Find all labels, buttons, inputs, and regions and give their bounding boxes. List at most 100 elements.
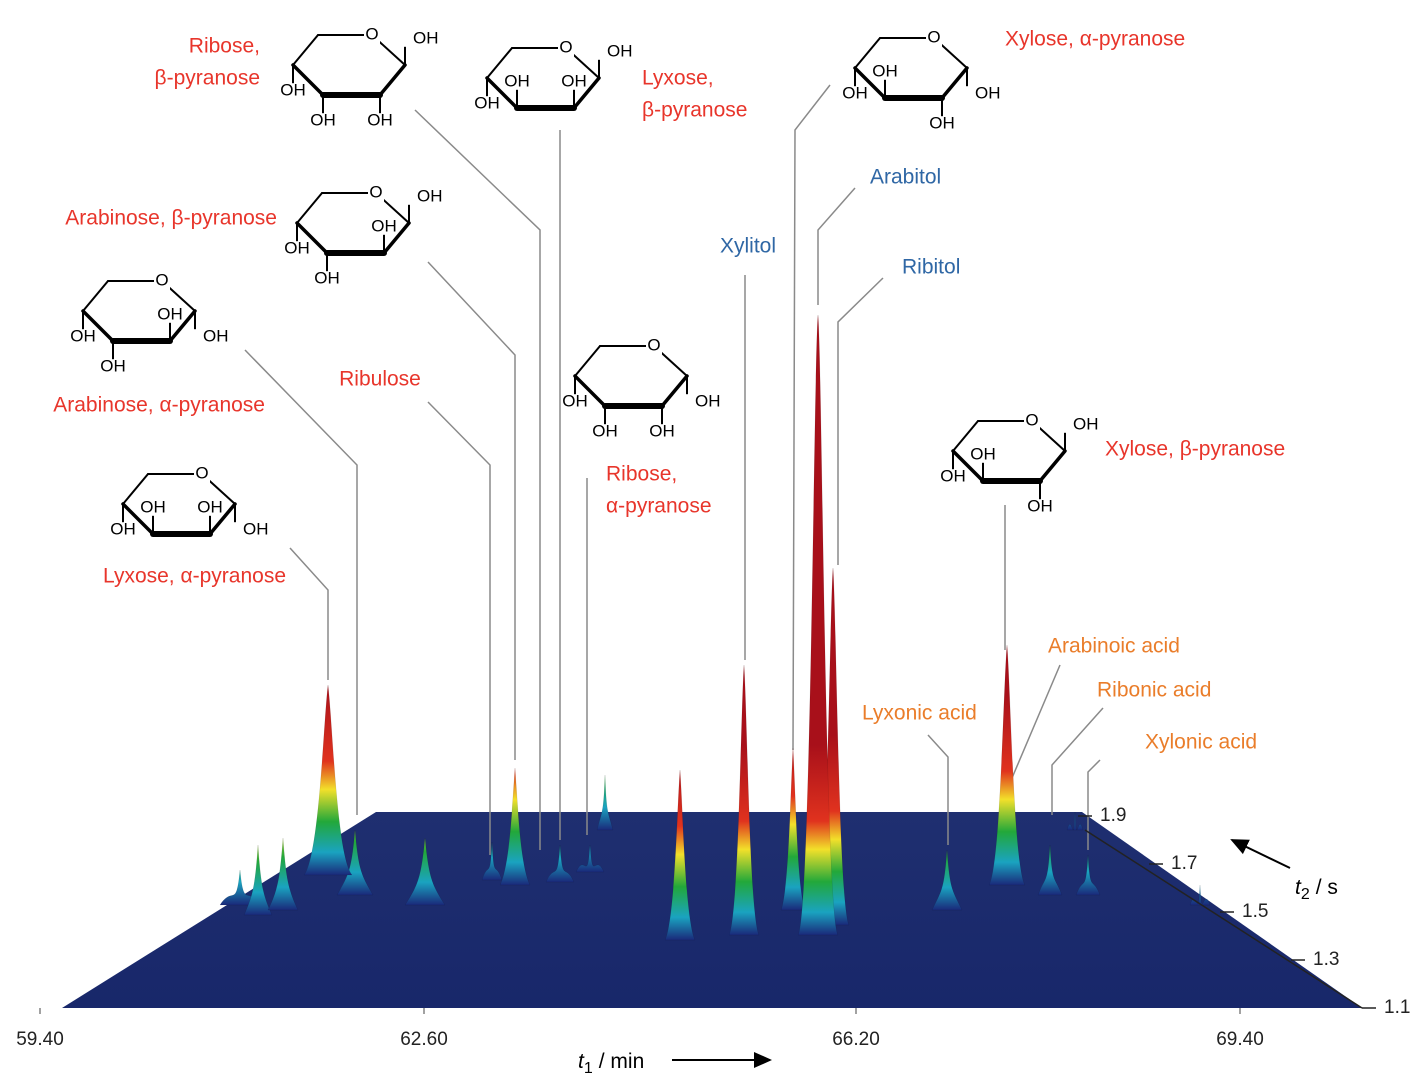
- substituent: OH: [314, 268, 340, 287]
- annotation: Ribitol: [902, 256, 960, 279]
- substituent: OH: [562, 391, 588, 410]
- substituent: OH: [203, 326, 229, 345]
- substituent: OH: [592, 421, 618, 440]
- bond: [121, 502, 155, 536]
- annotation: β-pyranose: [155, 67, 260, 90]
- annotation: Arabinose, β-pyranose: [65, 207, 277, 230]
- annotation: Xylose, α-pyranose: [1005, 28, 1185, 51]
- annotation: Ribose,: [189, 35, 260, 58]
- annotation: β-pyranose: [642, 99, 747, 122]
- annotation: Xylitol: [720, 235, 776, 258]
- peak: [1075, 854, 1101, 896]
- bond: [208, 502, 237, 536]
- substituent: OH: [371, 216, 397, 235]
- substituent: OH: [140, 497, 166, 516]
- substituent: OH: [243, 519, 269, 538]
- annotation: Xylonic acid: [1145, 731, 1257, 754]
- bond: [574, 345, 601, 377]
- atom-mask: [646, 336, 662, 356]
- bond: [940, 66, 969, 100]
- peak: [481, 841, 503, 881]
- leader-line: [1011, 664, 1061, 779]
- atom-mask: [364, 25, 380, 45]
- leader-line: [427, 401, 491, 855]
- x-tick-label: 62.60: [400, 1029, 448, 1050]
- substituent: OH: [940, 466, 966, 485]
- bond: [853, 66, 887, 100]
- peak: [336, 829, 374, 896]
- bond: [660, 374, 689, 408]
- annotation: Arabitol: [870, 166, 941, 189]
- bond: [122, 473, 149, 505]
- peak: [267, 837, 299, 911]
- bond: [291, 63, 325, 97]
- substituent: OH: [842, 83, 868, 102]
- annotation: Lyxonic acid: [862, 702, 977, 725]
- substituent: OH: [649, 421, 675, 440]
- t2-arrow: [1230, 839, 1291, 869]
- bond: [82, 280, 109, 312]
- bond: [295, 221, 329, 255]
- ring-atom: O: [1025, 410, 1038, 429]
- substituent: OH: [417, 186, 443, 205]
- substituent: OH: [367, 110, 393, 129]
- substituent: OH: [413, 28, 439, 47]
- bond: [292, 34, 319, 66]
- substituent: OH: [197, 497, 223, 516]
- bond: [378, 63, 407, 97]
- peak: [404, 837, 446, 906]
- substituent: OH: [872, 61, 898, 80]
- peak: [243, 844, 273, 916]
- bond: [485, 76, 519, 110]
- peak: [499, 767, 531, 886]
- substituent: OH: [157, 304, 183, 323]
- annotation: Ribulose: [339, 368, 421, 391]
- annotation: Lyxose, α-pyranose: [103, 565, 286, 588]
- substituent: OH: [975, 83, 1001, 102]
- peak: [931, 849, 963, 911]
- annotation: α-pyranose: [606, 495, 712, 518]
- substituent: OH: [310, 110, 336, 129]
- peak: [664, 769, 696, 941]
- peak: [596, 774, 614, 831]
- substituent: OH: [504, 71, 530, 90]
- x-axis-label: t1/ min: [578, 1050, 644, 1078]
- ring-atom: O: [369, 182, 382, 201]
- bond: [296, 192, 323, 224]
- substituent: OH: [110, 519, 136, 538]
- peak: [1037, 844, 1063, 896]
- substituent: OH: [561, 71, 587, 90]
- bond: [1038, 449, 1067, 483]
- annotation: Ribonic acid: [1097, 679, 1211, 702]
- ring-atom: O: [927, 27, 940, 46]
- peak: [303, 684, 353, 876]
- leader-line: [1087, 759, 1101, 850]
- substituent: OH: [100, 356, 126, 375]
- peak: [797, 314, 839, 936]
- t2-axis-line: [1084, 829, 1363, 1009]
- leader-line: [1051, 707, 1104, 815]
- substituent: OH: [280, 80, 306, 99]
- y-tick-label: 1.1: [1384, 997, 1410, 1018]
- leader-lines: [244, 84, 1104, 855]
- bond: [573, 374, 607, 408]
- annotation: Ribose,: [606, 463, 677, 486]
- bond: [486, 47, 513, 79]
- leader-line: [927, 734, 949, 845]
- y-tick-label: 1.9: [1100, 805, 1126, 826]
- annotation: Arabinoic acid: [1048, 635, 1180, 658]
- y-tick-label: 1.5: [1242, 901, 1268, 922]
- atom-mask: [154, 271, 170, 291]
- leader-line: [244, 349, 358, 815]
- substituent: OH: [1073, 414, 1099, 433]
- leader-line: [792, 84, 831, 751]
- peak: [545, 844, 575, 883]
- x-tick-label: 69.40: [1216, 1029, 1264, 1050]
- substituent: OH: [1027, 496, 1053, 515]
- y-tick-label: 1.3: [1313, 949, 1339, 970]
- leader-line: [817, 187, 856, 305]
- peaks: [219, 314, 1211, 941]
- substituent: OH: [474, 93, 500, 112]
- annotation: Xylose, β-pyranose: [1105, 438, 1285, 461]
